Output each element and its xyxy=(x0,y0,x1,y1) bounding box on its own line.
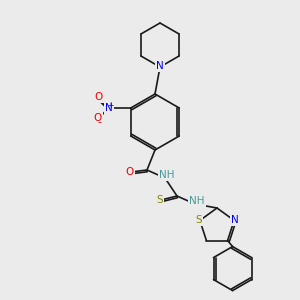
Text: O: O xyxy=(94,113,102,123)
Text: +: + xyxy=(107,101,113,110)
Text: S: S xyxy=(196,215,202,225)
Text: NH: NH xyxy=(189,196,205,206)
Text: N: N xyxy=(105,103,112,113)
Text: NH: NH xyxy=(159,170,175,180)
Text: N: N xyxy=(156,61,164,71)
Text: -: - xyxy=(98,117,102,127)
Text: O: O xyxy=(94,92,103,102)
Text: S: S xyxy=(157,195,163,205)
Text: O: O xyxy=(126,167,134,177)
Text: N: N xyxy=(231,215,239,225)
